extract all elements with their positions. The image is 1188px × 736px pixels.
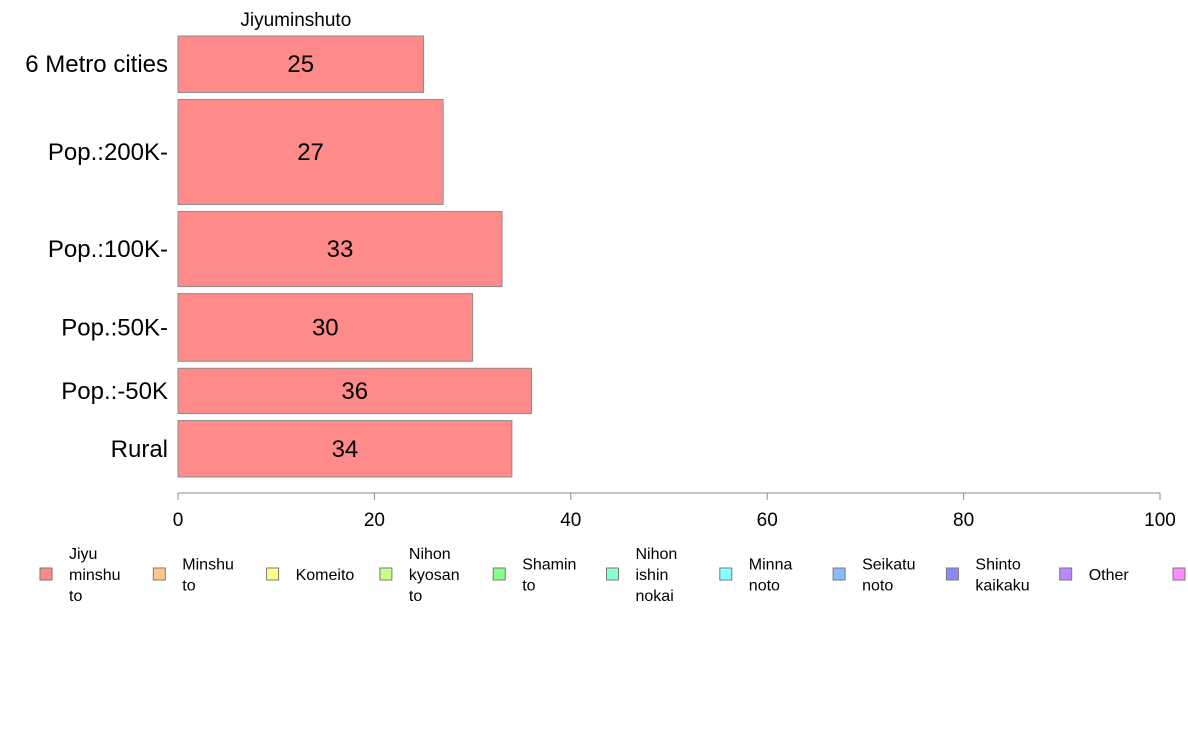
legend-swatch xyxy=(1059,567,1073,581)
legend-item: Nihon ishin nokai xyxy=(606,546,678,605)
legend-label: Minna xyxy=(749,557,793,574)
legend-swatch xyxy=(39,567,53,581)
legend-swatch xyxy=(832,567,846,581)
category-labels: 6 Metro cities Pop.:200K- Pop.:100K- Pop.:5… xyxy=(25,51,168,463)
legend-label: kyosan xyxy=(409,567,460,584)
legend-label: Nihon xyxy=(409,546,451,563)
bar-0 xyxy=(177,35,424,93)
legend-item: Shinto kaikaku xyxy=(945,557,1030,595)
legend-label: nokai xyxy=(636,588,674,605)
legend-swatch xyxy=(379,567,393,581)
legend-item: Shamin to xyxy=(492,557,576,595)
legend-label: noto xyxy=(749,578,780,595)
legend-swatch xyxy=(1172,567,1186,581)
bar-5 xyxy=(177,420,513,478)
legend-label: kaikaku xyxy=(975,578,1029,595)
legend-swatch xyxy=(266,567,280,581)
bar-4 xyxy=(177,367,533,415)
bar-value-label: 36 xyxy=(341,378,368,405)
legend-item: Nihon kyosan to xyxy=(379,546,460,605)
legend-label: Other xyxy=(1089,567,1130,584)
category-label: Pop.:-50K xyxy=(61,378,168,405)
bar-value-label: 34 xyxy=(332,436,359,463)
legend-label: Komeito xyxy=(296,567,355,584)
category-label: Pop.:200K- xyxy=(48,139,168,166)
category-label: Pop.:50K- xyxy=(61,314,168,341)
legend-label: Seikatu xyxy=(862,557,915,574)
legend-swatch xyxy=(152,567,166,581)
bar-2 xyxy=(177,210,503,288)
legend-swatch xyxy=(492,567,506,581)
legend: Jiyu minshu to Minshu to Komeito Nihon kyosan to… xyxy=(39,546,1186,605)
legend-label: to xyxy=(69,588,82,605)
legend-label: ishin xyxy=(636,567,669,584)
legend-label: to xyxy=(522,578,535,595)
chart-title: Jiyuminshuto xyxy=(240,10,351,31)
x-tick-label: 0 xyxy=(173,510,184,531)
legend-swatch xyxy=(945,567,959,581)
legend-label: Nihon xyxy=(636,546,678,563)
x-tick-label: 100 xyxy=(1144,510,1176,531)
legend-label: to xyxy=(182,578,195,595)
x-tick-label: 60 xyxy=(757,510,778,531)
bar-value-label: 27 xyxy=(297,139,324,166)
legend-item: Jiyu minshu to xyxy=(39,546,121,605)
legend-item: Other xyxy=(1059,567,1130,584)
legend-label: Shamin xyxy=(522,557,576,574)
category-label: 6 Metro cities xyxy=(25,51,168,78)
bar-1 xyxy=(177,98,444,205)
legend-label: Shinto xyxy=(975,557,1020,574)
legend-item: Komeito xyxy=(266,567,355,584)
category-label: Rural xyxy=(111,436,168,463)
bars-group: 25 27 33 30 36 34 xyxy=(177,35,533,478)
legend-item xyxy=(1172,567,1186,581)
bar-3 xyxy=(177,293,474,362)
bar-value-label: 33 xyxy=(327,236,354,263)
x-tick-label: 80 xyxy=(953,510,974,531)
x-axis: 0 20 40 60 80 100 xyxy=(173,492,1176,531)
bar-value-label: 30 xyxy=(312,314,339,341)
x-tick-label: 20 xyxy=(364,510,385,531)
x-tick-label: 40 xyxy=(560,510,581,531)
category-label: Pop.:100K- xyxy=(48,236,168,263)
legend-item: Minna noto xyxy=(719,557,793,595)
legend-item: Seikatu noto xyxy=(832,557,915,595)
legend-item: Minshu to xyxy=(152,557,234,595)
legend-label: minshu xyxy=(69,567,121,584)
legend-label: Minshu xyxy=(182,557,234,574)
bar-value-label: 25 xyxy=(287,51,314,78)
legend-swatch xyxy=(719,567,733,581)
legend-label: noto xyxy=(862,578,893,595)
legend-label: to xyxy=(409,588,422,605)
legend-swatch xyxy=(606,567,619,581)
legend-label: Jiyu xyxy=(69,546,97,563)
